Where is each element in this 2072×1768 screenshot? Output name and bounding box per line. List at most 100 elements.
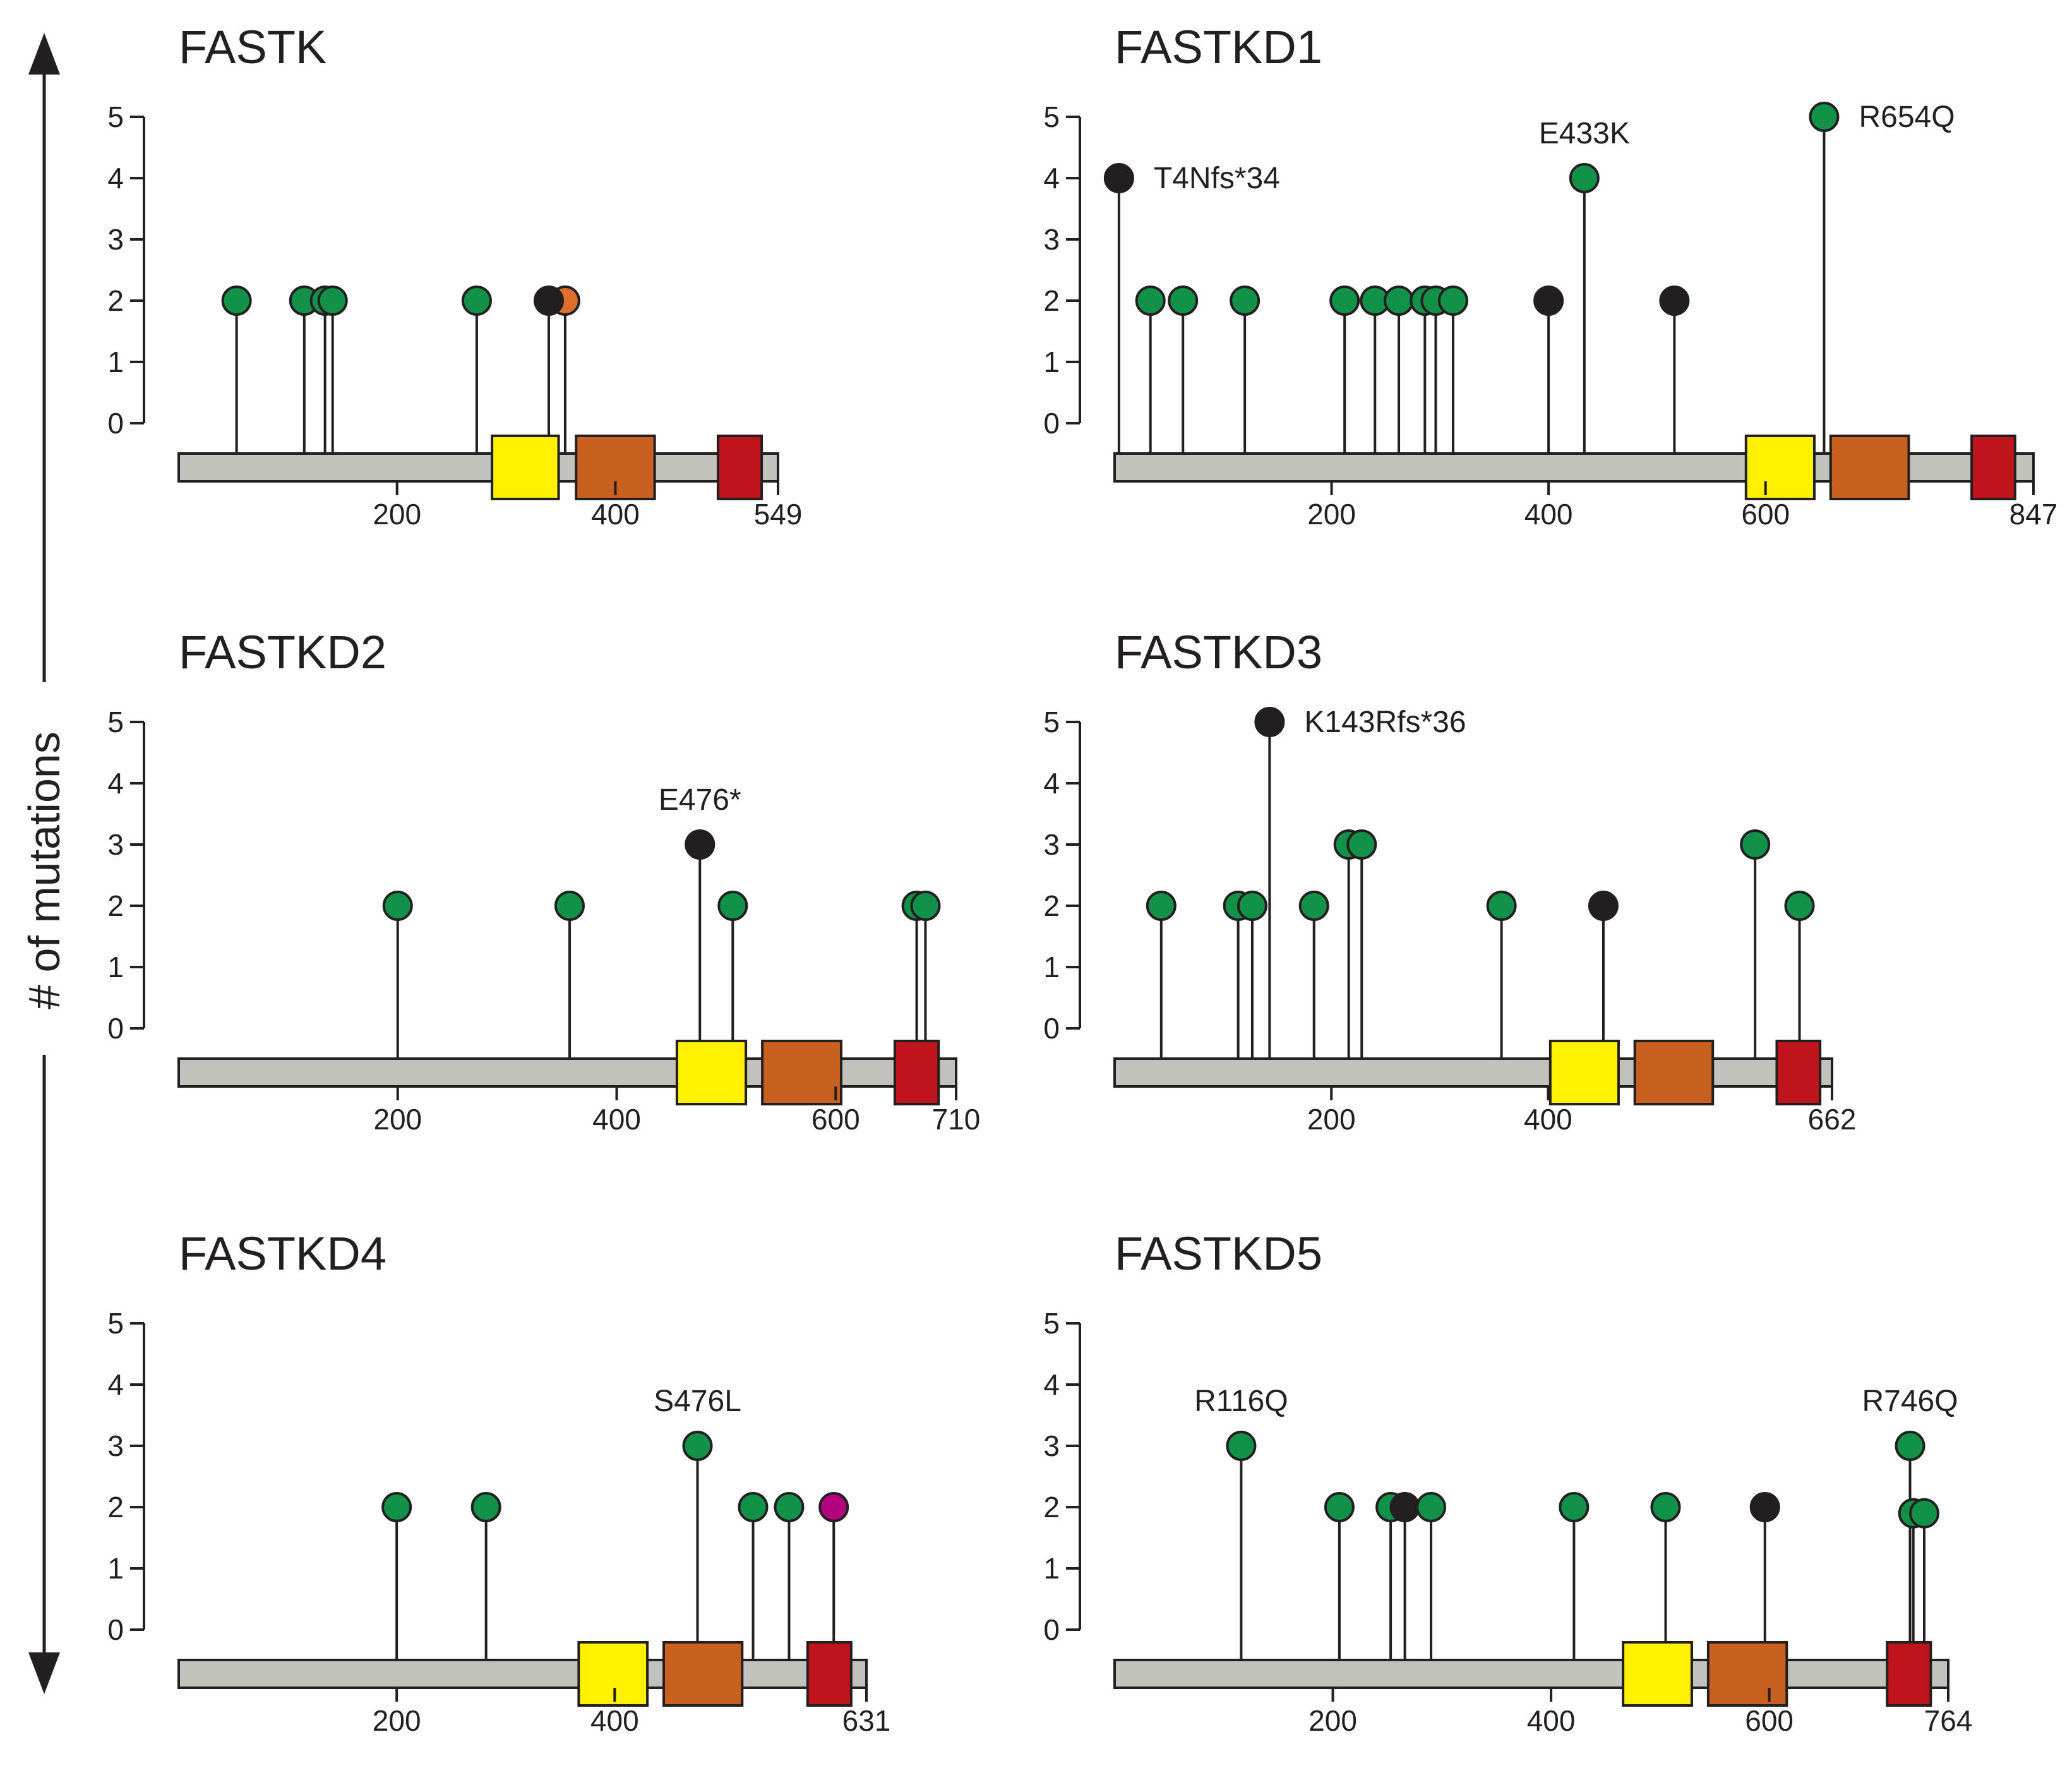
domain-rap [893,1040,940,1105]
y-tick-label: 4 [1043,162,1060,195]
mutation-label: R654Q [1859,100,1955,134]
mutation-truncating [1749,1492,1780,1522]
panel-title: FASTKD5 [1115,1227,1322,1280]
y-tick-label: 0 [107,407,124,440]
mutation-missense [1559,1492,1590,1522]
mutation-missense [1384,286,1415,316]
domain-rap [1886,1641,1932,1707]
y-axis-label: # of mutations [20,731,69,1009]
panel-title: FASTKD4 [179,1227,386,1280]
y-tick-label: 5 [107,1307,124,1340]
mutation-label: E433K [1539,117,1630,150]
y-tick-label: 1 [1043,346,1060,378]
y-tick-label: 1 [107,951,124,983]
x-tick-label: 710 [932,1103,981,1136]
mutation-missense [1650,1492,1681,1522]
x-tick-label: 400 [1527,1704,1576,1737]
panel-fastk: FASTK 0 1 2 3 4 5 200 400 549 [107,21,802,531]
x-tick-label: 549 [754,498,803,531]
mutation-missense [1298,891,1329,921]
y-tick-label: 4 [1043,1368,1060,1401]
mutation-missense [1908,1498,1939,1529]
mutation-missense [910,891,941,921]
y-tick-label: 3 [107,223,124,256]
mutation-missense [317,286,348,316]
mutation-missense [1230,286,1261,316]
y-tick-label: 4 [1043,767,1060,800]
protein-backbone [1113,1057,1833,1088]
y-tick-label: 5 [1043,100,1060,133]
mutation-missense [1346,829,1377,860]
mutation-missense [470,1492,501,1522]
mutation-missense [1486,891,1517,921]
mutation-missense [738,1492,769,1522]
domain-fast2 [1706,1641,1788,1707]
y-axis-arrow: # of mutations [20,33,69,1694]
y-tick-label: 5 [107,100,124,133]
domain-rap [1970,435,2016,500]
y-tick-label: 1 [107,1552,124,1585]
x-tick-label: 400 [591,498,640,531]
y-tick-label: 3 [107,1429,124,1462]
mutation-missense [774,1492,805,1522]
y-tick-label: 1 [1043,951,1060,983]
mutation-missense [1237,891,1267,921]
x-tick-label: 200 [373,498,421,531]
x-tick-label: 662 [1808,1103,1857,1136]
y-tick-label: 0 [107,1613,124,1646]
domain-rap [716,435,764,500]
y-tick-label: 0 [1043,1613,1060,1646]
protein-backbone [177,452,779,483]
mutation-missense [682,1431,713,1461]
y-arrow-head-up [28,33,60,75]
y-tick-label: 0 [1043,407,1060,440]
domain-fast2 [1829,435,1910,500]
panel-fastkd1: FASTKD1 0 1 2 3 4 5 200 400 600 847 T4Nfs*34 E433K R6… [1043,21,2057,531]
mutation-truncating [1389,1492,1420,1522]
mutation-missense [1569,163,1600,193]
x-tick-label: 400 [1524,498,1573,531]
protein-backbone [1113,1659,1949,1689]
mutation-missense [1226,1431,1257,1461]
mutation-label: R116Q [1194,1385,1288,1418]
y-tick-label: 3 [1043,828,1060,861]
panel-fastkd5: FASTKD5 0 1 2 3 4 5 200 400 600 764 R116Q R746Q [1043,1227,1972,1737]
mutation-missense [1146,891,1177,921]
y-tick-label: 5 [107,706,124,738]
mutation-missense [1168,286,1199,316]
mutation-truncating [1588,891,1619,921]
mutation-truncating [1659,286,1690,316]
x-tick-label: 200 [373,1704,421,1737]
domain-fast1 [491,435,560,500]
panel-title: FASTKD3 [1115,626,1322,678]
x-tick-label: 847 [2009,498,2058,531]
x-tick-label: 200 [1307,1103,1356,1136]
mutation-missense [461,286,492,316]
y-tick-label: 3 [1043,1429,1060,1462]
mutation-label: E476* [659,783,741,817]
mutation-label: K143Rfs*36 [1304,706,1466,739]
x-tick-label: 764 [1924,1704,1973,1737]
domain-fast2 [761,1040,842,1105]
domain-fast1 [1744,435,1816,500]
domain-fast1 [1548,1040,1620,1105]
mutation-truncating [1103,163,1134,193]
mutation-missense [554,891,585,921]
x-tick-label: 400 [590,1704,639,1737]
y-tick-label: 2 [107,284,124,317]
y-tick-label: 2 [107,889,124,922]
mutation-label: T4Nfs*34 [1154,162,1280,195]
mutation-missense [382,891,413,921]
panel-title: FASTKD1 [1115,21,1322,73]
mutation-missense [1324,1492,1355,1522]
mutation-missense [1135,286,1166,316]
x-tick-label: 200 [373,1103,422,1136]
y-tick-label: 1 [107,346,124,378]
x-tick-label: 400 [592,1103,641,1136]
mutation-truncating [685,829,716,860]
y-tick-label: 4 [107,162,124,195]
mutation-magenta [818,1492,849,1522]
y-tick-label: 4 [107,1368,124,1401]
